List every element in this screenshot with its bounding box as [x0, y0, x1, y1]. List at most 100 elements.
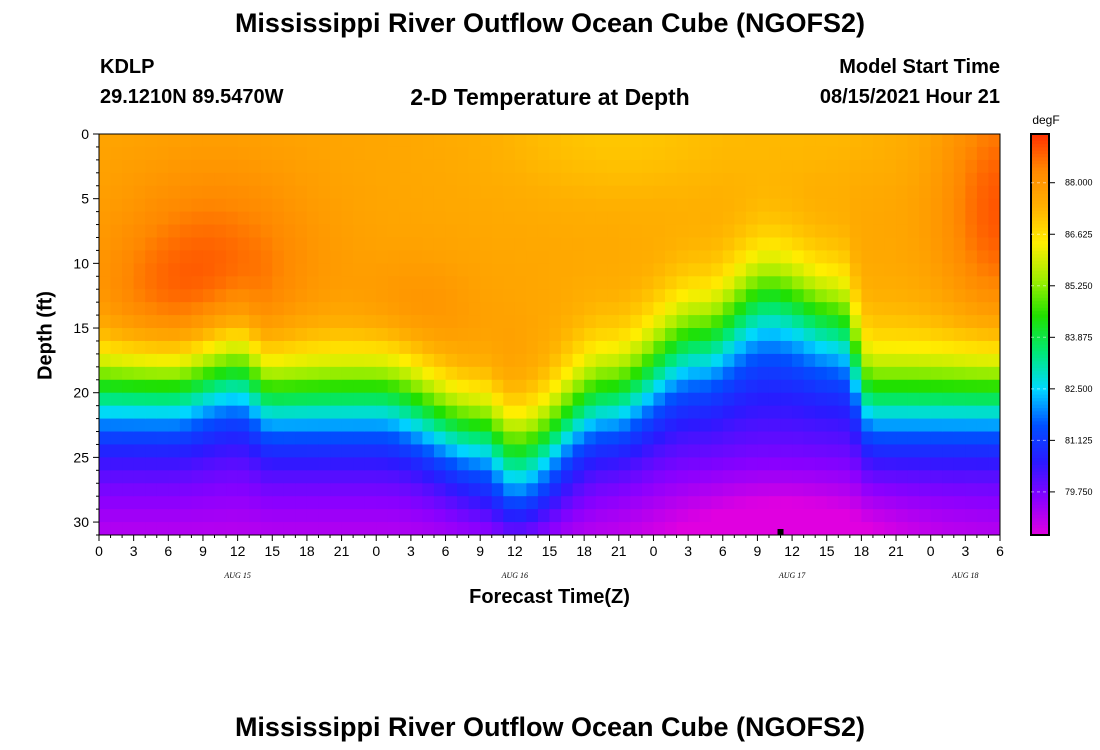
heatmap-cell [930, 483, 943, 497]
heatmap-cell [711, 185, 724, 200]
heatmap-cell [688, 146, 701, 161]
heatmap-cell [364, 224, 377, 239]
heatmap-cell [537, 224, 551, 239]
heatmap-cell [457, 470, 470, 484]
heatmap-cell [457, 328, 470, 342]
x-tick-label: 6 [442, 543, 450, 559]
heatmap-cell [480, 470, 493, 484]
heatmap-cell [641, 237, 655, 252]
heatmap-cell [757, 159, 770, 174]
heatmap-cell [387, 431, 400, 446]
heatmap-cell [191, 263, 204, 277]
heatmap-cell [768, 276, 782, 290]
heatmap-cell [549, 315, 562, 329]
heatmap-cell [445, 134, 458, 148]
heatmap-cell [665, 315, 678, 329]
heatmap-cell [884, 496, 897, 510]
heatmap-cell [491, 302, 504, 316]
heatmap-cell [168, 237, 181, 252]
heatmap-cell [295, 470, 308, 484]
heatmap-cell [526, 431, 539, 446]
heatmap-cell [376, 302, 389, 316]
heatmap-cell [745, 405, 759, 420]
heatmap-cell [653, 405, 666, 420]
colorbar-segment [1031, 444, 1049, 449]
heatmap-cell [191, 224, 204, 239]
colorbar-segment [1031, 284, 1049, 289]
heatmap-cell [861, 185, 874, 200]
heatmap-cell [768, 159, 782, 174]
heatmap-cell [699, 509, 712, 523]
heatmap-cell [745, 392, 759, 407]
x-tick-label: 15 [819, 543, 835, 559]
heatmap-cell [699, 392, 712, 407]
heatmap-cell [260, 237, 273, 252]
heatmap-cell [364, 392, 377, 407]
heatmap-cell [942, 185, 955, 200]
heatmap-cell [214, 198, 227, 213]
heatmap-cell [341, 496, 354, 510]
heatmap-cell [884, 444, 897, 458]
heatmap-cell [838, 237, 851, 252]
heatmap-cell [514, 366, 527, 381]
heatmap-cell [722, 470, 735, 484]
heatmap-cell [145, 392, 158, 407]
heatmap-cell [803, 224, 816, 239]
heatmap-cell [272, 431, 285, 446]
heatmap-cell [838, 289, 851, 303]
heatmap-cell [768, 353, 782, 368]
heatmap-cell [191, 522, 204, 535]
heatmap-cell [861, 366, 874, 381]
heatmap-cell [595, 289, 608, 303]
heatmap-cell [260, 276, 273, 290]
heatmap-cell [491, 470, 504, 484]
heatmap-cell [410, 522, 424, 535]
colorbar-segment [1031, 514, 1049, 519]
heatmap-cell [179, 315, 193, 329]
heatmap-cell [549, 418, 562, 433]
heatmap-cell [422, 392, 435, 407]
heatmap-cell [272, 496, 285, 510]
heatmap-cell [838, 172, 851, 187]
heatmap-cell [965, 444, 978, 458]
heatmap-cell [156, 159, 169, 174]
heatmap-cell [549, 250, 562, 264]
heatmap-cell [630, 315, 643, 329]
heatmap-cell [156, 496, 169, 510]
heatmap-cell [618, 146, 631, 161]
heatmap-cell [526, 328, 539, 342]
heatmap-cell [537, 276, 551, 290]
heatmap-cell [595, 496, 608, 510]
heatmap-cell [133, 353, 146, 368]
heatmap-cell [283, 159, 296, 174]
heatmap-cell [99, 315, 112, 329]
heatmap-cell [387, 509, 400, 523]
heatmap-cell [826, 379, 839, 394]
heatmap-cell [780, 340, 793, 355]
heatmap-cell [537, 483, 551, 497]
heatmap-cell [387, 392, 400, 407]
heatmap-cell [942, 392, 955, 407]
heatmap-cell [260, 522, 273, 535]
heatmap-cell [884, 522, 897, 535]
heatmap-cell [607, 211, 620, 226]
heatmap-cell [826, 146, 839, 161]
heatmap-cell [318, 392, 331, 407]
heatmap-cell [433, 405, 447, 420]
heatmap-cell [99, 431, 112, 446]
heatmap-cell [330, 496, 343, 510]
heatmap-cell [780, 405, 793, 420]
heatmap-cell [792, 315, 805, 329]
heatmap-cell [676, 211, 689, 226]
heatmap-cell [526, 483, 539, 497]
heatmap-cell [803, 237, 816, 252]
heatmap-cell [399, 470, 412, 484]
x-date-label: AUG 16 [501, 571, 528, 580]
heatmap-cell [988, 366, 1000, 381]
heatmap-cell [99, 457, 112, 471]
x-tick-label: 21 [611, 543, 627, 559]
heatmap-cell [110, 509, 123, 523]
heatmap-cell [503, 211, 516, 226]
heatmap-cell [549, 509, 562, 523]
